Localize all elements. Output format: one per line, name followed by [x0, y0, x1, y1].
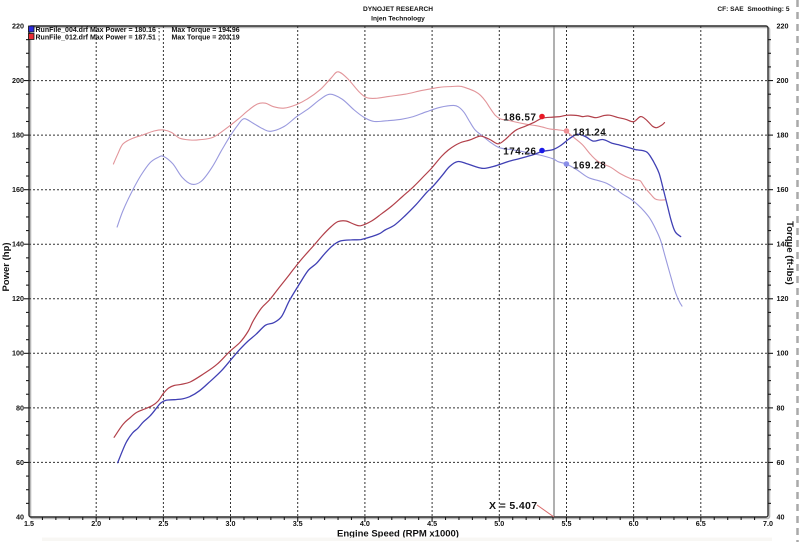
svg-text:160: 160 [777, 185, 789, 194]
svg-text:Engine Speed (RPM x1000): Engine Speed (RPM x1000) [337, 529, 459, 540]
svg-text:220: 220 [12, 21, 24, 30]
svg-text:Max Torque = 203.19: Max Torque = 203.19 [172, 34, 240, 41]
svg-text:4.0: 4.0 [360, 519, 370, 528]
svg-text:4.5: 4.5 [427, 519, 437, 528]
svg-text:5.0: 5.0 [494, 519, 504, 528]
svg-text:6.5: 6.5 [696, 519, 706, 528]
svg-text:40: 40 [16, 512, 24, 521]
svg-text:40: 40 [777, 512, 785, 521]
svg-text:120: 120 [777, 294, 789, 303]
svg-text:180: 180 [777, 131, 789, 140]
svg-text:7.0: 7.0 [763, 519, 773, 528]
svg-text:CF: SAE Smoothing: 5: CF: SAE Smoothing: 5 [717, 6, 789, 13]
svg-text:1.5: 1.5 [24, 519, 34, 528]
svg-text:3.5: 3.5 [293, 519, 303, 528]
svg-text:DYNOJET RESEARCH: DYNOJET RESEARCH [363, 6, 433, 13]
svg-text:200: 200 [777, 76, 789, 85]
svg-text:80: 80 [16, 403, 24, 412]
svg-text:200: 200 [12, 76, 24, 85]
svg-text:6.0: 6.0 [629, 519, 639, 528]
svg-text:RunFile_012.drf Max Power = 18: RunFile_012.drf Max Power = 187.51 ; [36, 34, 161, 41]
svg-text:60: 60 [777, 458, 785, 467]
svg-text:140: 140 [12, 240, 24, 249]
svg-text:160: 160 [12, 185, 24, 194]
svg-text:220: 220 [777, 21, 789, 30]
svg-text:60: 60 [16, 458, 24, 467]
svg-text:X = 5.407: X = 5.407 [489, 500, 537, 512]
svg-text:140: 140 [777, 240, 789, 249]
svg-text:174.26: 174.26 [503, 146, 536, 157]
svg-text:100: 100 [12, 349, 24, 358]
svg-text:100: 100 [777, 349, 789, 358]
svg-text:3.0: 3.0 [226, 519, 236, 528]
svg-text:186.57: 186.57 [503, 112, 536, 123]
svg-text:169.28: 169.28 [573, 160, 606, 171]
svg-text:2.0: 2.0 [91, 519, 101, 528]
svg-text:5.5: 5.5 [562, 519, 572, 528]
svg-text:Max Torque = 194.96: Max Torque = 194.96 [172, 27, 240, 34]
svg-text:120: 120 [12, 294, 24, 303]
svg-text:Torque (ft-lbs): Torque (ft-lbs) [784, 221, 795, 285]
svg-text:2.5: 2.5 [158, 519, 168, 528]
svg-text:RunFile_004.drf Max Power = 18: RunFile_004.drf Max Power = 180.16 ; [36, 27, 161, 34]
svg-text:80: 80 [777, 403, 785, 412]
svg-text:181.24: 181.24 [573, 127, 606, 138]
svg-text:Power (hp): Power (hp) [1, 242, 12, 291]
svg-text:180: 180 [12, 131, 24, 140]
svg-text:Injen Technology: Injen Technology [371, 16, 425, 23]
